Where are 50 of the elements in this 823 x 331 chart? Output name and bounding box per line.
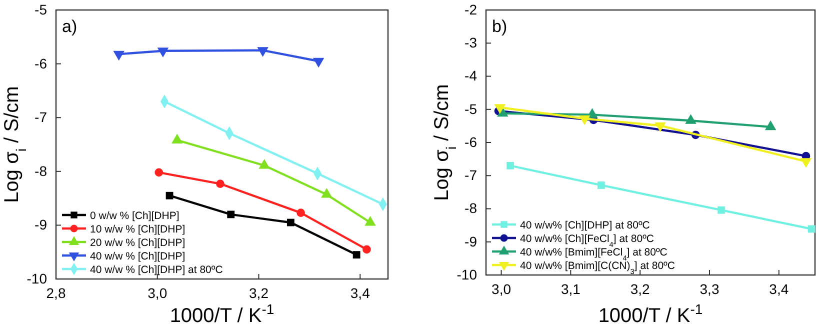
legend-label: 40 w/w% [Bmim][FeCl$_{4}$] at 80ºC	[520, 246, 668, 262]
point	[364, 216, 376, 226]
x-tick-label: 3,4	[350, 284, 370, 301]
point	[113, 50, 124, 61]
point	[296, 208, 305, 217]
y-tick-label: -9	[464, 233, 478, 250]
x-tick-label: 2,8	[46, 284, 66, 301]
legend-label: 40 w/w % [Ch][DHP] at 80ºC	[90, 264, 224, 276]
y-tick-label: -10	[456, 266, 478, 282]
x-tick-label: 3,2	[249, 284, 269, 301]
point	[362, 245, 371, 254]
x-tick-label: 3,0	[148, 284, 168, 301]
point	[286, 218, 294, 226]
legend-label: 0 w/w % [Ch][DHP]	[90, 210, 180, 222]
y-tick-label: -5	[464, 100, 478, 117]
point	[227, 210, 235, 218]
x-axis-title: 1000/T / K$^{-1}$	[170, 301, 274, 327]
y-tick-label: -7	[464, 167, 478, 184]
legend-label: 10 w/w % [Ch][DHP]	[90, 224, 186, 236]
legend-label: 40 w/w% [Ch][DHP] at 80ºC	[520, 220, 650, 232]
point	[166, 192, 174, 200]
legend-label: 40 w/w% [Bmim][C(CN)$_{3}$] at 80ºC	[520, 260, 676, 276]
legend-label: 20 w/w % [Ch][DHP]	[90, 237, 186, 249]
y-tick-label: -6	[34, 55, 48, 72]
y-tick-label: -4	[464, 68, 478, 84]
y-tick-label: -3	[464, 34, 478, 51]
legend-label: 40 w/w % [Ch][DHP]	[90, 250, 186, 262]
x-tick-label: 3,0	[492, 280, 512, 297]
legend-label: 40 w/w% [Ch][FeCl$_{4}$] at 80ºC	[520, 233, 654, 248]
x-tick-label: 3,2	[630, 280, 650, 297]
x-tick-label: 3,4	[769, 280, 789, 297]
point	[216, 180, 224, 188]
annotation: b)	[492, 17, 508, 36]
y-tick-label: -9	[34, 216, 48, 233]
y-tick-label: -10	[26, 270, 48, 286]
y-tick-label: -8	[34, 162, 48, 179]
y-tick-label: -6	[464, 134, 478, 150]
point	[157, 48, 169, 58]
y-tick-label: -2	[464, 1, 478, 18]
annotation: a)	[62, 17, 78, 36]
y-tick-label: -7	[34, 109, 48, 126]
y-tick-label: -5	[34, 1, 48, 18]
point	[257, 47, 268, 57]
x-tick-label: 3,1	[560, 280, 581, 297]
point	[352, 251, 360, 258]
point	[154, 168, 164, 177]
point	[312, 58, 324, 68]
x-tick-label: 3,3	[700, 280, 720, 297]
x-axis-title: 1000/T / K$^{-1}$	[598, 301, 703, 327]
y-tick-label: -8	[464, 200, 478, 216]
